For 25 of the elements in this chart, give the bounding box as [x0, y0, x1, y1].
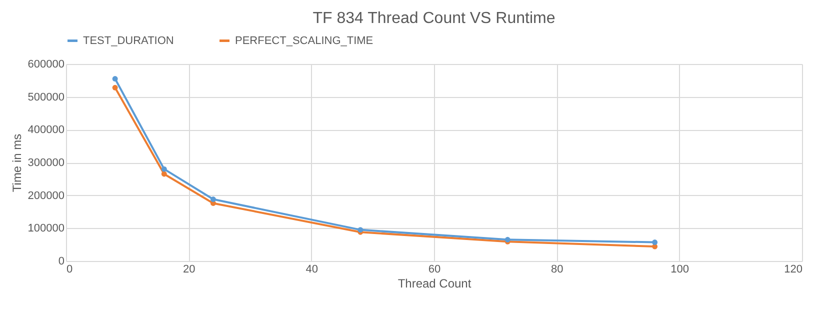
y-tick-label: 300000 [28, 157, 64, 169]
x-tick-label: 0 [66, 264, 73, 276]
legend-label: TEST_DURATION [83, 34, 174, 47]
point [161, 171, 167, 177]
y-tick-label: 100000 [28, 222, 64, 235]
point [112, 76, 118, 82]
chart-title: TF 834 Thread Count VS Runtime [312, 10, 556, 27]
point [210, 196, 216, 202]
point [652, 240, 658, 246]
x-tick-label: 120 [784, 264, 802, 276]
point [161, 166, 167, 172]
point [112, 84, 118, 90]
x-tick-label: 100 [670, 264, 690, 276]
x-tick-label: 20 [183, 264, 196, 276]
x-tick-label: 60 [428, 264, 441, 276]
x-axis-title: Thread Count [398, 276, 472, 290]
y-tick-label: 0 [58, 256, 64, 268]
x-tick-label: 40 [306, 264, 318, 276]
y-tick-label: 600000 [28, 58, 64, 70]
y-tick-label: 500000 [28, 91, 64, 104]
legend-label: PERFECT_SCALING_TIME [235, 34, 374, 47]
y-axis-title: Time in ms [10, 134, 24, 192]
y-tick-label: 200000 [28, 190, 64, 202]
x-tick-label: 80 [551, 264, 564, 276]
y-tick-label: 400000 [28, 124, 64, 136]
